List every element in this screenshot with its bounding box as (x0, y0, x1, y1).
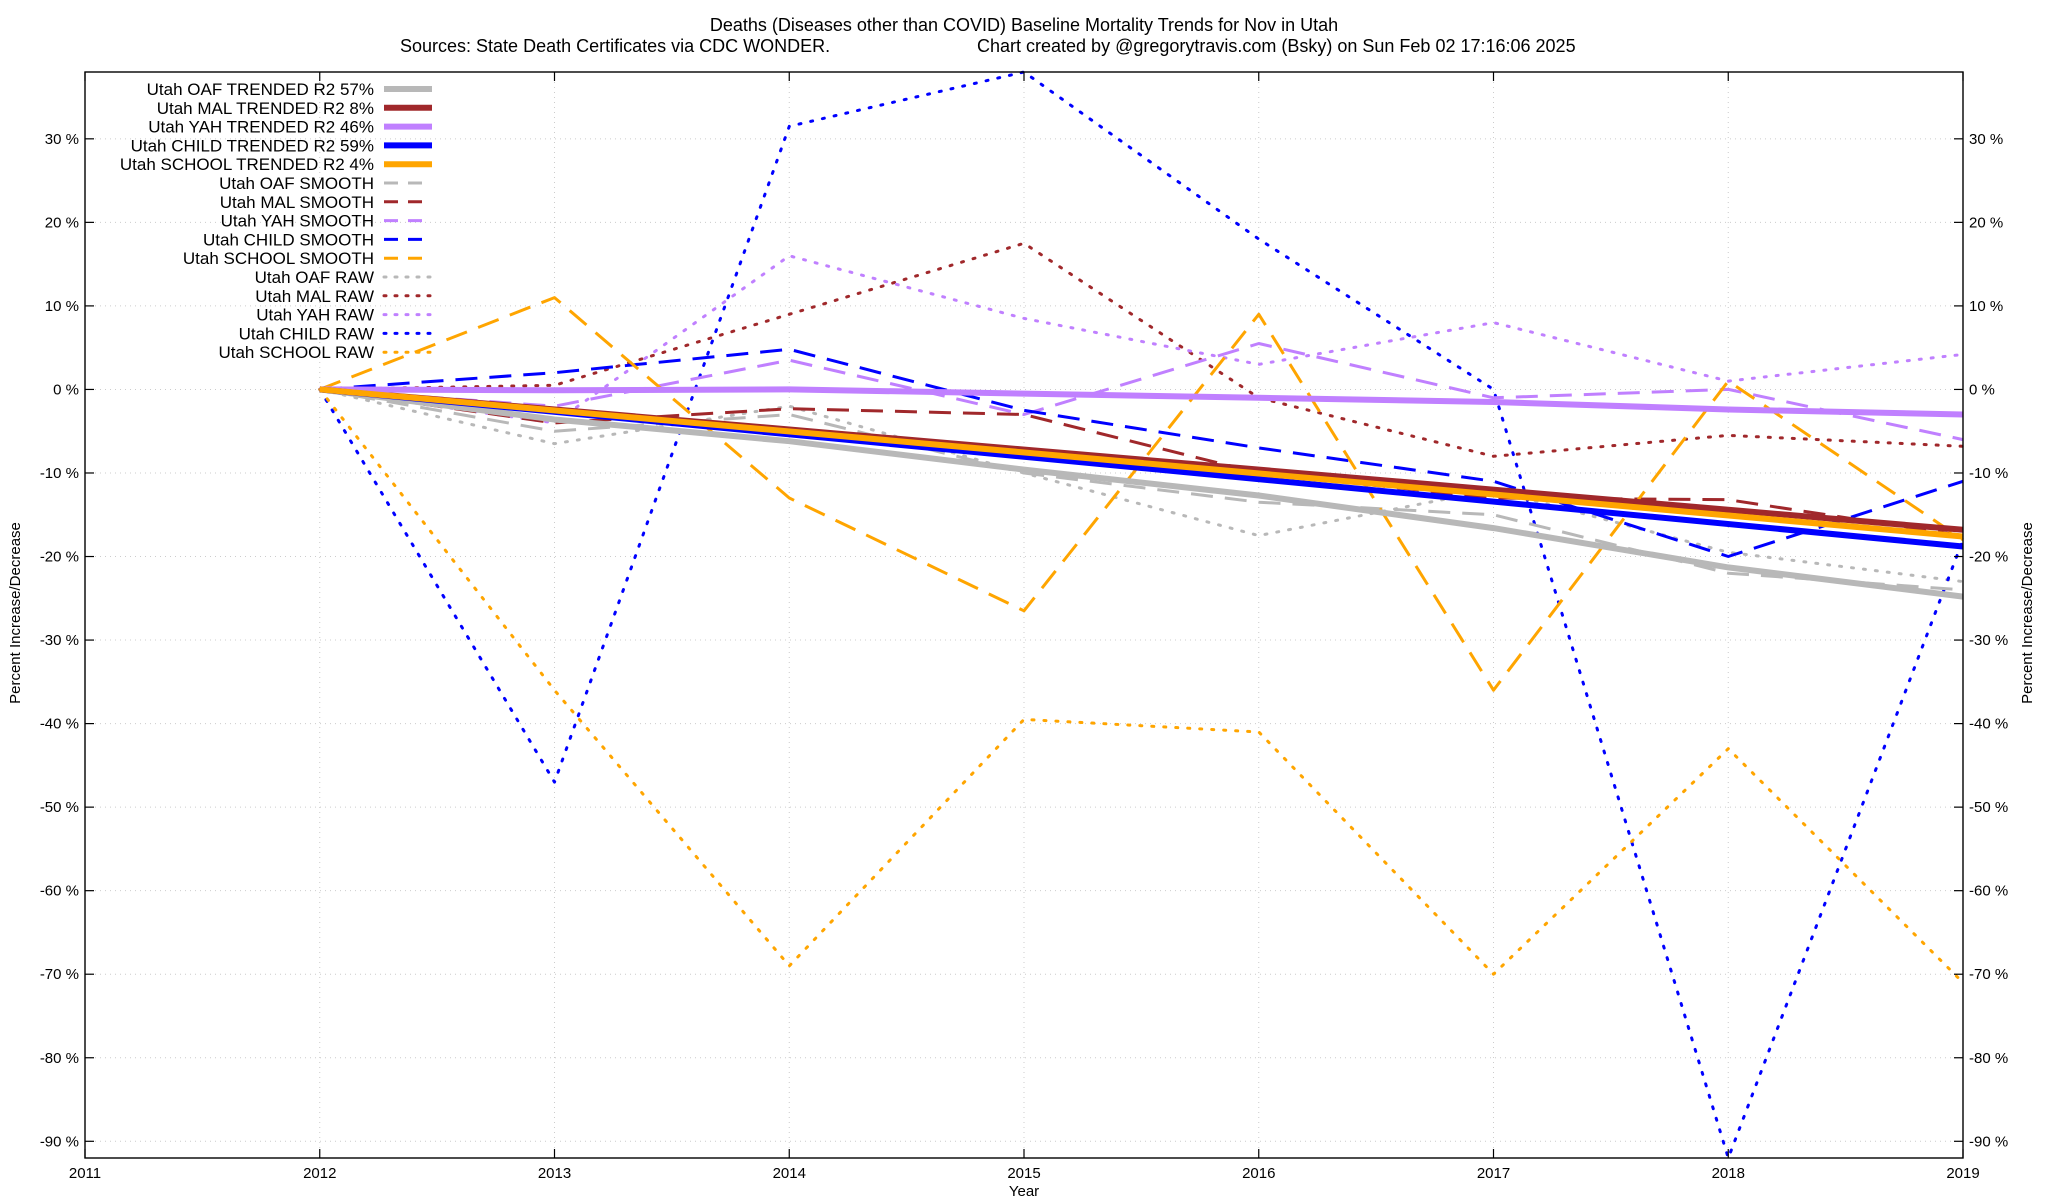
series-line-1 (319, 386, 1964, 600)
series-line-15 (318, 387, 1965, 985)
x-tick-label: 2012 (303, 1165, 336, 1182)
y-tick-label-left: 10 % (45, 298, 79, 315)
y-axis-title-right: Percent Increase/Decrease (2019, 522, 2036, 704)
series-line-6 (319, 387, 1964, 592)
legend-label: Utah SCHOOL TRENDED R2 4% (120, 155, 374, 174)
legend-label: Utah MAL RAW (255, 287, 374, 306)
legend: Utah OAF TRENDED R2 57%Utah MAL TRENDED … (120, 80, 434, 362)
legend-label: Utah MAL TRENDED R2 8% (157, 99, 374, 118)
series-line-13 (318, 254, 1965, 425)
legend-label: Utah OAF SMOOTH (219, 174, 374, 193)
chart-subtitle-source: Sources: State Death Certificates via CD… (400, 36, 830, 56)
legend-label: Utah YAH SMOOTH (221, 212, 374, 231)
legend-label: Utah OAF RAW (255, 268, 374, 287)
y-tick-label-right: 10 % (1969, 298, 2003, 315)
y-tick-label-right: 20 % (1969, 214, 2003, 231)
series-line-10 (319, 296, 1964, 692)
y-tick-label-left: -60 % (40, 883, 79, 900)
y-tick-label-right: -10 % (1969, 465, 2008, 482)
legend-label: Utah YAH RAW (256, 306, 374, 325)
legend-label: Utah SCHOOL RAW (218, 343, 374, 362)
x-tick-label: 2018 (1712, 1165, 1745, 1182)
y-tick-label-right: -90 % (1969, 1133, 2008, 1150)
axis-ticks: 30 % 30 % 20 % 20 % 10 % 10 % 0 % 0 % -10 % -10 %… (40, 72, 2008, 1182)
y-tick-label-left: -50 % (40, 799, 79, 816)
y-tick-label-left: -90 % (40, 1133, 79, 1150)
y-tick-label-left: 30 % (45, 131, 79, 148)
x-tick-label: 2016 (1242, 1165, 1275, 1182)
legend-label: Utah CHILD SMOOTH (203, 230, 374, 249)
y-tick-label-left: 20 % (45, 214, 79, 231)
series-line-8 (319, 342, 1964, 442)
x-tick-label: 2011 (69, 1165, 101, 1182)
legend-label: Utah YAH TRENDED R2 46% (148, 118, 374, 137)
chart-subtitle-credit: Chart created by @gregorytravis.com (Bsk… (977, 36, 1576, 56)
x-axis-title: Year (1009, 1183, 1039, 1200)
legend-label: Utah OAF TRENDED R2 57% (147, 80, 374, 99)
y-tick-label-right: -80 % (1969, 1050, 2008, 1067)
y-tick-label-left: -10 % (40, 465, 79, 482)
y-tick-label-left: 0 % (53, 381, 79, 398)
y-tick-label-right: 30 % (1969, 131, 2003, 148)
y-tick-label-right: -30 % (1969, 632, 2008, 649)
y-tick-label-left: -30 % (40, 632, 79, 649)
series-line-14 (318, 70, 1965, 1160)
series-line-3 (319, 386, 1964, 418)
y-tick-label-left: -70 % (40, 966, 79, 983)
y-tick-label-left: -40 % (40, 716, 79, 733)
y-tick-label-right: 0 % (1969, 381, 1995, 398)
y-axis-title-left: Percent Increase/Decrease (7, 522, 24, 704)
series-line-11 (318, 387, 1965, 584)
series-line-9 (319, 347, 1964, 558)
x-tick-label: 2017 (1477, 1165, 1510, 1182)
series-line-5 (319, 386, 1964, 540)
x-tick-label: 2019 (1946, 1165, 1979, 1182)
legend-label: Utah CHILD RAW (239, 324, 374, 343)
y-tick-label-right: -60 % (1969, 883, 2008, 900)
y-tick-label-left: -80 % (40, 1050, 79, 1067)
x-tick-label: 2015 (1007, 1165, 1040, 1182)
y-tick-label-left: -20 % (40, 549, 79, 566)
legend-label: Utah SCHOOL SMOOTH (183, 249, 374, 268)
y-tick-label-right: -40 % (1969, 716, 2008, 733)
y-tick-label-right: -50 % (1969, 799, 2008, 816)
legend-label: Utah CHILD TRENDED R2 59% (131, 136, 374, 155)
chart-title: Deaths (Diseases other than COVID) Basel… (710, 15, 1338, 35)
x-tick-label: 2014 (773, 1165, 806, 1182)
y-tick-label-right: -70 % (1969, 966, 2008, 983)
series-line-12 (318, 241, 1965, 458)
series-lines (318, 70, 1965, 1160)
x-tick-label: 2013 (538, 1165, 571, 1182)
y-tick-label-right: -20 % (1969, 549, 2008, 566)
legend-label: Utah MAL SMOOTH (220, 193, 374, 212)
